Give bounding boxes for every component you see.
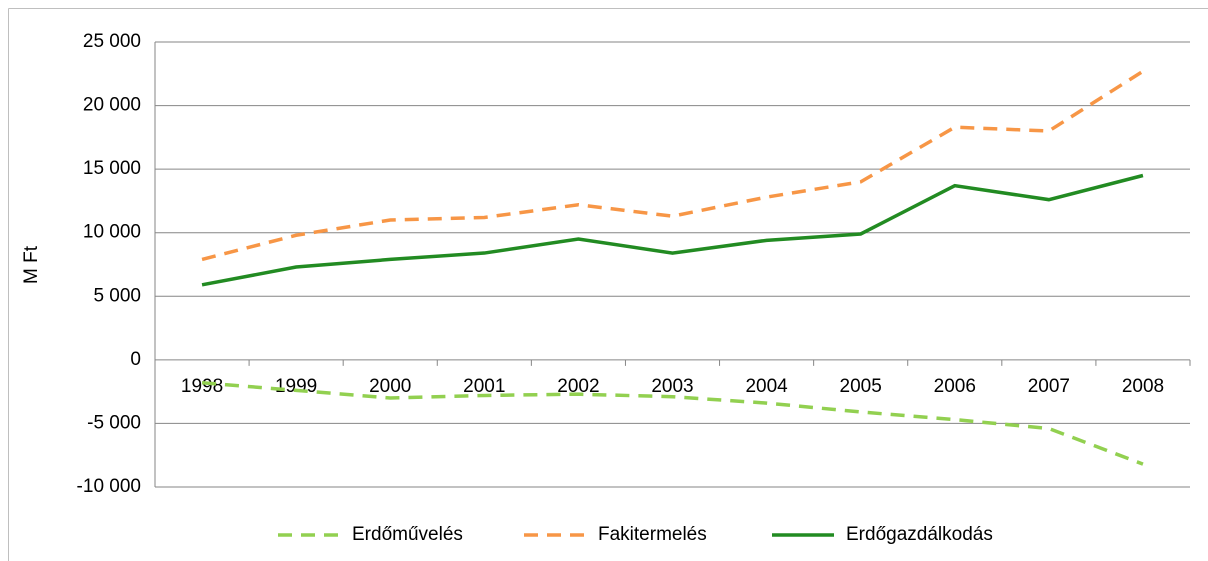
x-tick-label: 2000: [369, 376, 411, 397]
y-tick-label: 10 000: [83, 222, 141, 243]
y-tick-label: 0: [130, 349, 141, 370]
legend-label: Erdőgazdálkodás: [846, 524, 993, 545]
y-tick-label: -5 000: [87, 412, 141, 433]
x-tick-label: 2008: [1122, 376, 1164, 397]
x-tick-label: 2007: [1028, 376, 1070, 397]
y-tick-label: 5 000: [93, 285, 141, 306]
series-line: [201, 380, 1144, 466]
x-tick-label: 1999: [275, 376, 317, 397]
y-tick-label: 15 000: [83, 158, 141, 179]
y-tick-label: -10 000: [77, 476, 141, 497]
x-tick-label: 2002: [557, 376, 599, 397]
series-line: [201, 173, 1144, 287]
legend-label: Fakitermelés: [598, 524, 707, 545]
x-tick-label: 2005: [840, 376, 882, 397]
x-tick-label: 2001: [463, 376, 505, 397]
x-tick-label: 2003: [651, 376, 693, 397]
series-line: [201, 69, 1144, 262]
y-axis-title: M Ft: [21, 245, 42, 284]
y-tick-label: 20 000: [83, 95, 141, 116]
legend-label: Erdőművelés: [352, 524, 463, 545]
x-tick-label: 1998: [181, 376, 223, 397]
x-tick-label: 2006: [934, 376, 976, 397]
x-tick-label: 2004: [745, 376, 788, 397]
y-tick-label: 25 000: [83, 31, 141, 52]
